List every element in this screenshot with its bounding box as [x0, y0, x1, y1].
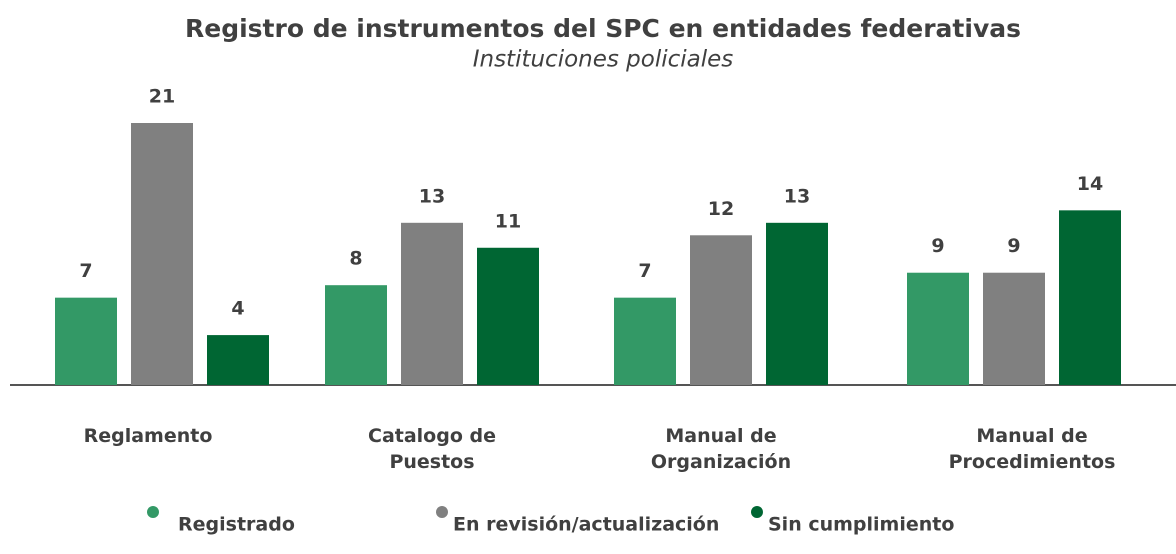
value-label: 9 [1007, 235, 1020, 257]
value-label: 9 [931, 235, 944, 257]
value-label: 12 [708, 198, 734, 220]
chart-title: Registro de instrumentos del SPC en enti… [185, 14, 1021, 43]
bar [207, 335, 269, 385]
bar [131, 123, 193, 385]
bar [325, 285, 387, 385]
bar [55, 297, 117, 385]
bar [766, 222, 828, 385]
legend-marker [751, 506, 763, 518]
value-label: 11 [495, 210, 521, 232]
legend-label: En revisión/actualización [453, 514, 719, 536]
value-label: 8 [349, 248, 362, 270]
legend-label: Registrado [178, 514, 295, 536]
value-label: 7 [638, 260, 651, 282]
bar [477, 247, 539, 385]
value-label: 13 [419, 185, 445, 207]
x-tick-label: Manual de Procedimientos [948, 425, 1116, 473]
value-label: 4 [231, 298, 244, 320]
legend-marker [147, 506, 159, 518]
bar [614, 297, 676, 385]
value-label: 21 [149, 86, 175, 108]
bar [1059, 210, 1121, 385]
legend-marker [436, 506, 448, 518]
chart-subtitle: Instituciones policiales [473, 47, 734, 73]
value-label: 13 [784, 185, 810, 207]
x-tick-label: Manual de Organización [650, 425, 792, 473]
bar [983, 272, 1045, 385]
value-label: 7 [79, 260, 92, 282]
bar [907, 272, 969, 385]
bar [690, 235, 752, 385]
x-tick-label: Catalogo de Puestos [368, 425, 496, 473]
legend-label: Sin cumplimiento [768, 514, 954, 536]
x-tick-label: Reglamento [83, 425, 213, 447]
bar [401, 222, 463, 385]
value-label: 14 [1077, 173, 1103, 195]
